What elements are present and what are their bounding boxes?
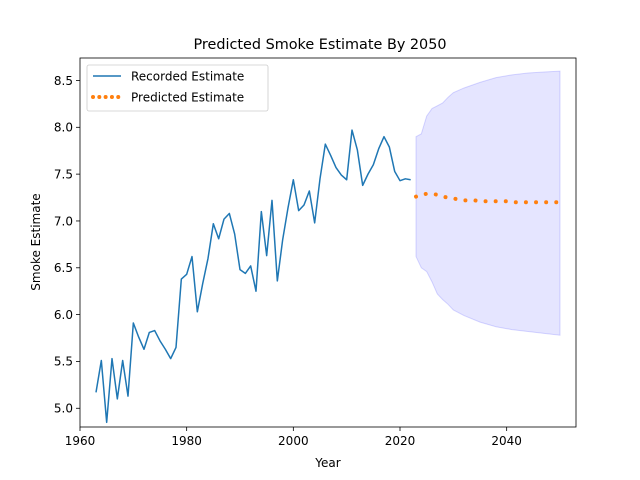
- y-axis: 5.0 5.5 6.0 6.5 7.0 7.5 8.0 8.5: [54, 74, 80, 416]
- y-tick-label: 5.5: [54, 355, 73, 369]
- chart-title: Predicted Smoke Estimate By 2050: [193, 37, 446, 53]
- x-axis-label: Year: [314, 456, 340, 470]
- legend-label-predicted: Predicted Estimate: [131, 91, 244, 105]
- x-tick-label: 2040: [491, 434, 522, 448]
- y-tick-label: 6.5: [54, 261, 73, 275]
- y-tick-label: 5.0: [54, 402, 73, 416]
- confidence-band: [415, 70, 561, 336]
- legend-box: [86, 64, 269, 112]
- y-tick-label: 7.5: [54, 167, 73, 181]
- y-tick-label: 8.0: [54, 121, 73, 135]
- x-tick-label: 1980: [171, 434, 202, 448]
- series-recorded-line: [95, 129, 411, 424]
- legend-label-recorded: Recorded Estimate: [131, 70, 244, 84]
- y-tick-label: 7.0: [54, 214, 73, 228]
- series-predicted-line: [414, 191, 562, 205]
- y-tick-label: 6.0: [54, 308, 73, 322]
- x-axis: 1960 1980 2000 2020 2040: [65, 427, 522, 448]
- x-tick-label: 1960: [65, 434, 96, 448]
- axes-frame: [79, 57, 577, 428]
- y-tick-label: 8.5: [54, 74, 73, 88]
- legend: Recorded Estimate Predicted Estimate: [86, 64, 269, 112]
- plot-area: [95, 70, 562, 424]
- x-tick-label: 2000: [278, 434, 309, 448]
- y-axis-label: Smoke Estimate: [29, 193, 43, 290]
- x-tick-label: 2020: [385, 434, 416, 448]
